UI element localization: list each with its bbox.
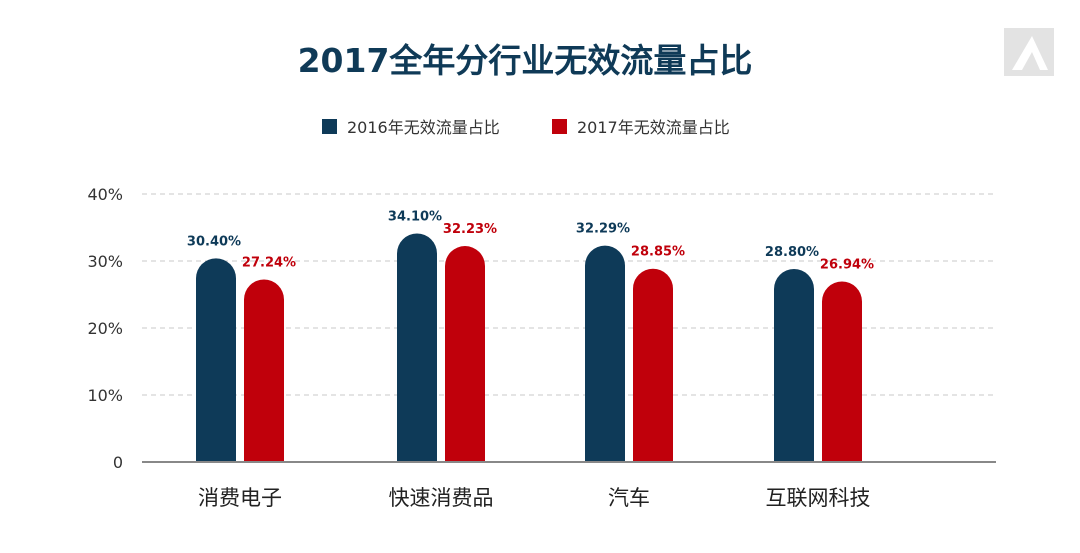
y-tick-label: 40% [87, 185, 123, 204]
bar-2017 [822, 281, 863, 462]
bar-2016 [585, 245, 625, 462]
legend: 2016年无效流量占比 2017年无效流量占比 [322, 118, 730, 137]
data-label-2017: 32.23% [443, 222, 497, 237]
legend-label-2016: 2016年无效流量占比 [347, 118, 500, 137]
x-category-label: 快速消费品 [389, 486, 494, 510]
data-label-2016: 30.40% [187, 234, 241, 249]
legend-swatch-2017 [552, 119, 567, 134]
data-label-2017: 26.94% [820, 258, 874, 273]
x-category-label: 互联网科技 [766, 486, 871, 510]
legend-swatch-2016 [322, 119, 337, 134]
y-tick-label: 0 [113, 453, 123, 472]
y-tick-label: 10% [87, 386, 123, 405]
bar-2016 [397, 233, 437, 462]
bar-2017 [633, 268, 673, 462]
y-tick-label: 30% [87, 252, 123, 271]
y-axis-ticks: 0 10% 20% 30% 40% [87, 185, 123, 472]
x-category-label: 消费电子 [198, 486, 282, 510]
data-label-2016: 34.10% [388, 210, 442, 225]
logo-mark [1004, 28, 1054, 76]
bar-2017 [445, 246, 485, 462]
bar-2016 [774, 269, 814, 462]
data-labels: 30.40%27.24% 34.10%32.23% 32.29%28.85% 28.8… [187, 210, 874, 273]
x-axis-categories: 消费电子 快速消费品 汽车 互联网科技 [198, 486, 871, 510]
data-label-2016: 32.29% [576, 222, 630, 237]
data-label-2017: 27.24% [242, 255, 296, 270]
bars [196, 233, 863, 462]
bar-2017 [244, 279, 284, 462]
data-label-2017: 28.85% [631, 245, 685, 260]
x-category-label: 汽车 [608, 486, 650, 510]
y-tick-label: 20% [87, 319, 123, 338]
chart-title: 2017全年分行业无效流量占比 [298, 41, 753, 80]
bar-2016 [196, 258, 236, 462]
data-label-2016: 28.80% [765, 245, 819, 260]
legend-label-2017: 2017年无效流量占比 [577, 118, 730, 137]
